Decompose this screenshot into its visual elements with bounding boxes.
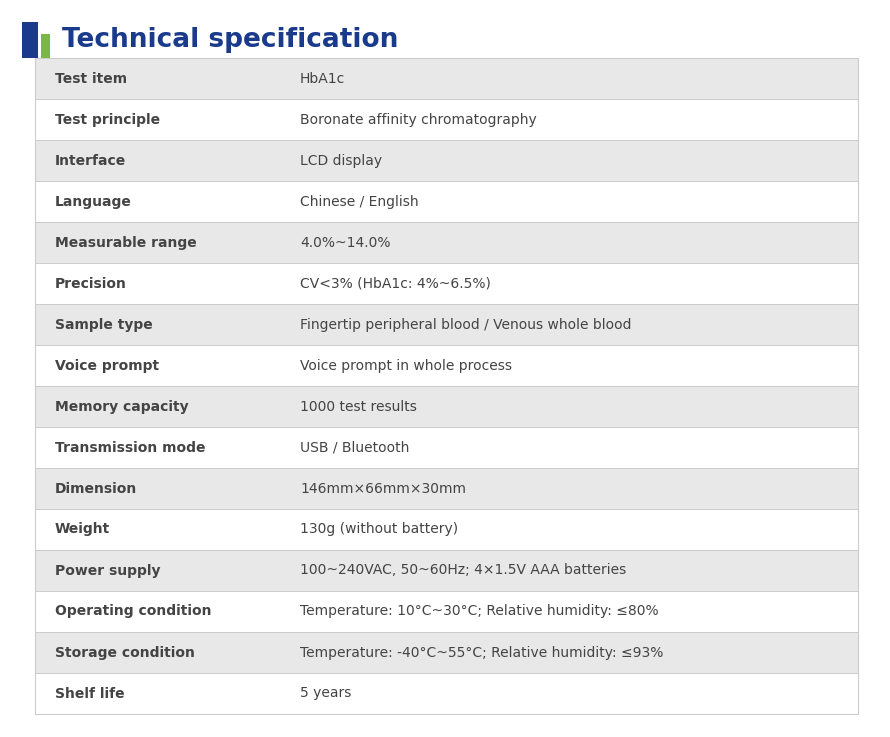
- Text: Voice prompt: Voice prompt: [55, 358, 159, 372]
- Bar: [35, 550, 858, 591]
- Bar: [35, 591, 858, 632]
- Text: Operating condition: Operating condition: [55, 604, 212, 618]
- Text: 100~240VAC, 50~60Hz; 4×1.5V AAA batteries: 100~240VAC, 50~60Hz; 4×1.5V AAA batterie…: [300, 564, 627, 578]
- Text: Memory capacity: Memory capacity: [55, 399, 189, 413]
- Bar: [35, 468, 858, 509]
- Text: Transmission mode: Transmission mode: [55, 441, 206, 455]
- Text: Technical specification: Technical specification: [62, 27, 399, 53]
- Text: Language: Language: [55, 195, 132, 209]
- Text: Fingertip peripheral blood / Venous whole blood: Fingertip peripheral blood / Venous whol…: [300, 318, 632, 332]
- Bar: [35, 181, 858, 222]
- Text: Temperature: 10°C~30°C; Relative humidity: ≤80%: Temperature: 10°C~30°C; Relative humidit…: [300, 604, 659, 618]
- Bar: [35, 386, 858, 427]
- Bar: [35, 263, 858, 304]
- Text: Test principle: Test principle: [55, 113, 160, 127]
- Bar: [35, 58, 858, 714]
- Text: 1000 test results: 1000 test results: [300, 399, 417, 413]
- Text: 130g (without battery): 130g (without battery): [300, 523, 458, 537]
- Text: HbA1c: HbA1c: [300, 71, 345, 85]
- Text: Voice prompt in whole process: Voice prompt in whole process: [300, 358, 512, 372]
- Text: LCD display: LCD display: [300, 153, 382, 167]
- Text: Power supply: Power supply: [55, 564, 160, 578]
- Text: Boronate affinity chromatography: Boronate affinity chromatography: [300, 113, 537, 127]
- Bar: [35, 427, 858, 468]
- Text: Measurable range: Measurable range: [55, 236, 197, 250]
- Bar: [35, 345, 858, 386]
- Text: Chinese / English: Chinese / English: [300, 195, 418, 209]
- Text: 4.0%~14.0%: 4.0%~14.0%: [300, 236, 391, 250]
- Bar: [35, 304, 858, 345]
- Text: Shelf life: Shelf life: [55, 686, 125, 700]
- Text: USB / Bluetooth: USB / Bluetooth: [300, 441, 409, 455]
- Bar: [35, 58, 858, 99]
- Text: Storage condition: Storage condition: [55, 646, 195, 660]
- Text: 5 years: 5 years: [300, 686, 352, 700]
- Text: Sample type: Sample type: [55, 318, 153, 332]
- Text: 146mm×66mm×30mm: 146mm×66mm×30mm: [300, 481, 466, 495]
- Bar: [35, 673, 858, 714]
- Text: Precision: Precision: [55, 276, 127, 290]
- Bar: [35, 222, 858, 263]
- Text: Temperature: -40°C~55°C; Relative humidity: ≤93%: Temperature: -40°C~55°C; Relative humidi…: [300, 646, 663, 660]
- Text: Test item: Test item: [55, 71, 127, 85]
- Text: Interface: Interface: [55, 153, 126, 167]
- Bar: [22, 22, 38, 58]
- Text: Dimension: Dimension: [55, 481, 137, 495]
- Bar: [35, 140, 858, 181]
- Bar: [41, 34, 50, 58]
- Bar: [35, 509, 858, 550]
- Bar: [35, 99, 858, 140]
- Bar: [35, 632, 858, 673]
- Text: Weight: Weight: [55, 523, 110, 537]
- Text: CV<3% (HbA1c: 4%~6.5%): CV<3% (HbA1c: 4%~6.5%): [300, 276, 491, 290]
